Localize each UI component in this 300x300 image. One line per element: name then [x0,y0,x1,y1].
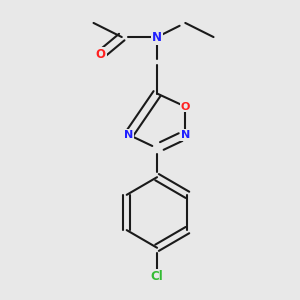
Text: N: N [124,130,134,140]
Text: O: O [181,102,190,112]
Text: Cl: Cl [151,269,164,283]
Text: N: N [181,130,190,140]
Text: O: O [96,48,106,61]
Text: N: N [152,31,162,44]
